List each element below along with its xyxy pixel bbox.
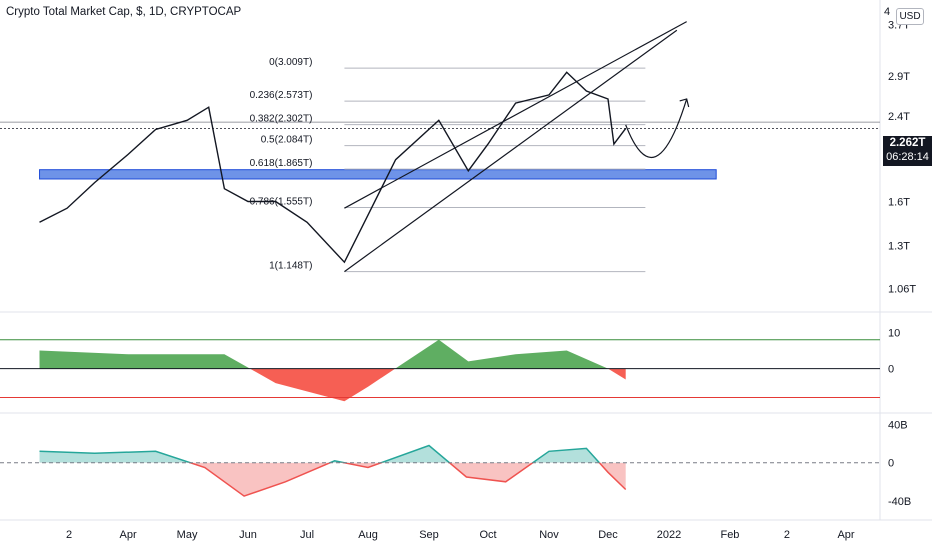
time-axis-label: 2 (784, 529, 790, 541)
time-axis-label: Jul (300, 529, 314, 541)
osc2-positive-line (39, 444, 601, 463)
price-tag-countdown: 06:28:14 (886, 151, 929, 163)
fib-label: 0.236(2.573T) (250, 90, 313, 101)
price-series-line (39, 71, 627, 264)
price-axis-label: 2.4T (888, 111, 910, 123)
osc2-negative-area (190, 462, 626, 497)
time-axis-label: Apr (837, 529, 854, 541)
time-axis-label: Oct (479, 529, 496, 541)
time-axis-label: Apr (119, 529, 136, 541)
fib-label: 0.5(2.084T) (261, 135, 313, 146)
osc1-axis-label: 0 (888, 364, 894, 376)
price-axis-label: 1.06T (888, 283, 916, 295)
price-tag-value: 2.262T (889, 137, 926, 149)
projection-path (625, 98, 688, 158)
osc2-negative-line (187, 462, 627, 497)
price-axis-label: 1.3T (888, 240, 910, 252)
osc2-axis-label: -40B (888, 496, 911, 508)
currency-button[interactable]: USD (896, 8, 924, 25)
osc2-axis-label: 0 (888, 458, 894, 470)
time-axis-label: Dec (598, 529, 618, 541)
osc2-positive-area (39, 445, 626, 463)
fib-label: 0(3.009T) (269, 57, 312, 68)
osc1-axis-label: 10 (888, 327, 900, 339)
time-axis-label: Nov (539, 529, 559, 541)
price-tag: 2.262T 06:28:14 (883, 136, 932, 166)
time-axis-label: 2022 (657, 529, 681, 541)
chart-title: Crypto Total Market Cap, $, 1D, CRYPTOCA… (6, 6, 242, 18)
time-axis-label: Sep (419, 529, 439, 541)
time-axis-label: Aug (358, 529, 378, 541)
price-axis-label: 2.9T (888, 71, 910, 83)
fib-label: 1(1.148T) (269, 261, 312, 272)
wedge-lower-line (344, 29, 678, 273)
fib-label: 0.786(1.555T) (250, 197, 313, 208)
osc2-axis-label: 40B (888, 420, 908, 432)
time-axis-label: Jun (239, 529, 257, 541)
time-axis-label: 2 (66, 529, 72, 541)
osc1-negative-area (249, 368, 626, 402)
wedge-upper-line (344, 21, 687, 209)
projection-arrowhead (679, 98, 690, 108)
price-axis-label: 1.6T (888, 196, 910, 208)
time-axis-label: Feb (720, 529, 739, 541)
time-axis-label: May (177, 529, 198, 541)
osc1-positive-area (39, 339, 626, 369)
fib-label: 0.382(2.302T) (250, 114, 313, 125)
fib-label: 0.618(1.865T) (250, 158, 313, 169)
top-axis-value: 4 (884, 6, 891, 18)
support-zone (39, 169, 717, 180)
